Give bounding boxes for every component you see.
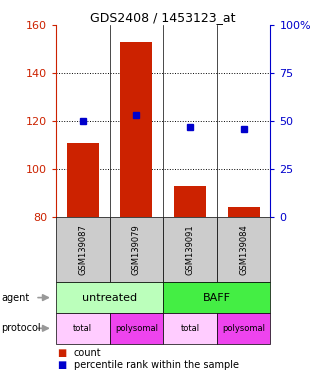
Title: GDS2408 / 1453123_at: GDS2408 / 1453123_at [91, 11, 236, 24]
Text: percentile rank within the sample: percentile rank within the sample [74, 360, 239, 370]
Text: total: total [73, 324, 92, 333]
Bar [120, 42, 153, 217]
Text: GSM139091: GSM139091 [186, 224, 195, 275]
Bar [67, 142, 99, 217]
Text: ■: ■ [58, 348, 67, 358]
Text: agent: agent [2, 293, 30, 303]
Bar [228, 207, 260, 217]
Text: GSM139084: GSM139084 [239, 224, 248, 275]
Text: ■: ■ [58, 360, 67, 370]
Bar [174, 186, 206, 217]
Text: GSM139079: GSM139079 [132, 224, 141, 275]
Text: protocol: protocol [2, 323, 41, 333]
Text: polysomal: polysomal [115, 324, 158, 333]
Text: BAFF: BAFF [203, 293, 231, 303]
Text: total: total [180, 324, 200, 333]
Text: untreated: untreated [82, 293, 137, 303]
Text: count: count [74, 348, 101, 358]
Text: GSM139087: GSM139087 [78, 224, 87, 275]
Text: polysomal: polysomal [222, 324, 265, 333]
